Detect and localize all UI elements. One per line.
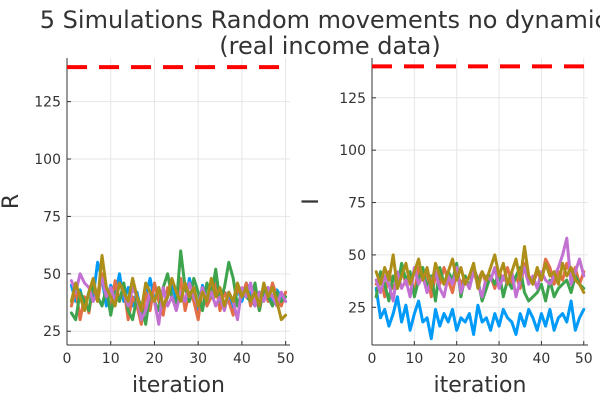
x-tick-label: 20 — [448, 351, 466, 367]
series-line-1 — [374, 286, 586, 341]
x-tick-label: 0 — [63, 351, 72, 367]
y-tick-label: 75 — [43, 209, 61, 225]
x-axis-label: iteration — [434, 373, 527, 398]
y-tick-label: 50 — [348, 248, 366, 264]
x-tick-label: 10 — [102, 351, 120, 367]
x-axis-label: iteration — [132, 373, 225, 398]
y-tick-label: 100 — [339, 143, 366, 159]
x-tick-label: 30 — [189, 351, 207, 367]
chart-panel-right: 0 10 20 30 40 50 25 50 75 100 125 iteration I — [299, 58, 593, 398]
y-tick-label: 50 — [43, 267, 61, 283]
x-tick-label: 40 — [233, 351, 251, 367]
y-tick-label: 125 — [34, 95, 61, 111]
series-line-4 — [69, 272, 288, 326]
series-line-5 — [69, 254, 288, 322]
y-tick-label: 75 — [348, 196, 366, 212]
series-line-5 — [374, 245, 586, 295]
x-tick-label: 0 — [368, 351, 377, 367]
series-line-4 — [374, 236, 586, 303]
y-axis-label: R — [0, 194, 24, 209]
x-tick-label: 50 — [277, 351, 295, 367]
x-tick-label: 50 — [575, 351, 593, 367]
y-tick-label: 25 — [43, 324, 61, 340]
figure-title-line1: 5 Simulations Random movements no dynami… — [40, 6, 600, 34]
y-axis-label: I — [299, 198, 324, 205]
chart-panel-left: 0 10 20 30 40 50 25 50 75 100 125 iteration R — [0, 58, 295, 398]
x-tick-label: 20 — [146, 351, 164, 367]
figure-title-line2: (real income data) — [219, 32, 440, 60]
x-tick-label: 30 — [490, 351, 508, 367]
y-tick-label: 25 — [348, 300, 366, 316]
y-tick-label: 125 — [339, 91, 366, 107]
x-tick-label: 40 — [532, 351, 550, 367]
x-tick-label: 10 — [405, 351, 423, 367]
y-tick-label: 100 — [34, 152, 61, 168]
